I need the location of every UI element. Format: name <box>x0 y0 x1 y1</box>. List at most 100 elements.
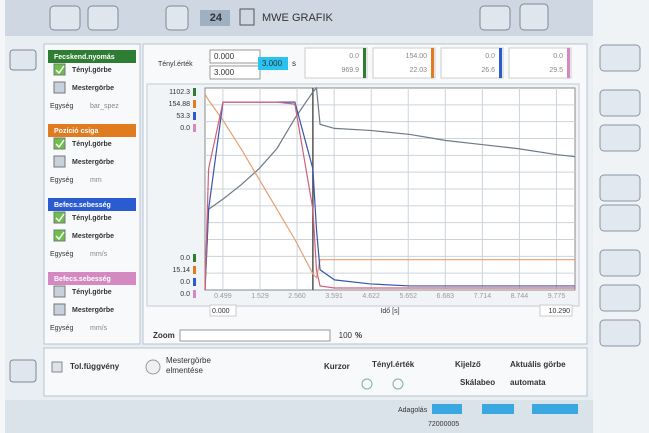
color-marker <box>193 88 196 96</box>
current-value: 0.0 <box>180 125 190 132</box>
x-tick-label: 4.622 <box>362 293 380 300</box>
checkbox-label: Tényl.görbe <box>72 215 112 222</box>
cursor-label: Kurzor <box>324 362 350 371</box>
zoom-value: 100 <box>339 331 353 340</box>
x-tick-label: 2.560 <box>288 293 306 300</box>
x-tick-label: 7.714 <box>474 293 492 300</box>
button[interactable] <box>166 6 188 30</box>
group-title: Befecs.sebesség <box>54 276 111 283</box>
side-button[interactable] <box>600 45 640 71</box>
unit-label: Egység <box>50 177 73 184</box>
button[interactable] <box>520 4 548 30</box>
save-label: Mestergörbe <box>166 356 211 365</box>
color-marker <box>193 254 196 262</box>
side-button[interactable] <box>600 250 640 276</box>
unit-value: mm <box>90 177 102 184</box>
cursor-unit: s <box>292 59 296 68</box>
checkbox-label: Tényl.görbe <box>72 67 112 74</box>
unit-value: bar_spez <box>90 103 119 110</box>
current-value: 53.3 <box>176 113 190 120</box>
checkbox-label: Tényl.görbe <box>72 141 112 148</box>
color-marker <box>193 290 196 298</box>
screen: 24 MWE GRAFIK Fecskend.nyomás Tényl.görbe… <box>0 0 649 433</box>
side-button[interactable] <box>600 285 640 311</box>
status-code: 72000005 <box>428 421 459 428</box>
display-value[interactable]: Aktuális görbe <box>510 360 566 369</box>
side-button[interactable] <box>600 90 640 116</box>
side-button[interactable] <box>600 205 640 231</box>
status-field <box>482 404 514 414</box>
readout-value: 0.0 <box>553 53 563 60</box>
current-value: 1102.3 <box>169 89 190 96</box>
tol-label: Tol.függvény <box>70 362 120 371</box>
button[interactable] <box>10 50 36 70</box>
save-label: elmentése <box>166 366 203 375</box>
button[interactable] <box>480 6 510 30</box>
current-value: 15.14 <box>172 267 190 274</box>
button[interactable] <box>50 6 80 30</box>
status-field <box>432 404 462 414</box>
checkbox[interactable] <box>52 362 62 372</box>
readout-value: 969.9 <box>341 67 359 74</box>
current-value: 0.0 <box>180 291 190 298</box>
readout-value: 154.00 <box>406 53 428 60</box>
x-tick-label: 3.591 <box>325 293 343 300</box>
unit-label: Egység <box>50 325 73 332</box>
x-tick-label: 0.499 <box>214 293 232 300</box>
x-tick-label: 1.529 <box>251 293 269 300</box>
group-title: Befecs.sebesség <box>54 202 111 209</box>
checkbox[interactable] <box>54 156 65 167</box>
checkbox[interactable] <box>54 304 65 315</box>
button[interactable] <box>88 6 118 30</box>
bottom-panel <box>44 348 587 396</box>
readout-value: 26.6 <box>481 67 495 74</box>
color-marker <box>193 100 196 108</box>
checkbox[interactable] <box>54 286 65 297</box>
readout-value: 22.03 <box>409 67 427 74</box>
unit-value: mm/s <box>90 325 108 332</box>
color-marker <box>193 278 196 286</box>
screen-number: 24 <box>210 12 223 24</box>
save-button[interactable] <box>146 360 160 374</box>
scale-value[interactable]: automata <box>510 378 546 387</box>
x-tick-label: 8.744 <box>511 293 529 300</box>
status-label: Adagolás <box>398 407 428 414</box>
x-tick-label: 9.775 <box>548 293 566 300</box>
status-field <box>532 404 578 414</box>
zoom-unit: % <box>355 331 362 340</box>
checkbox-label: Tényl.görbe <box>72 289 112 296</box>
x-min-label: 0.000 <box>212 308 230 315</box>
start-time: 0.000 <box>214 52 235 61</box>
cursor-time: 3.000 <box>262 59 283 68</box>
readout-value: 0.0 <box>485 53 495 60</box>
color-marker <box>193 112 196 120</box>
readout-value: 0.0 <box>349 53 359 60</box>
side-button[interactable] <box>600 125 640 151</box>
checkbox[interactable] <box>54 82 65 93</box>
checkbox-label: Mestergörbe <box>72 233 114 240</box>
scale-label: Skálabeo <box>460 378 495 387</box>
cursor-value[interactable]: Tényl.érték <box>372 360 415 369</box>
zoom-slider[interactable] <box>180 330 330 341</box>
group-title: Fecskend.nyomás <box>54 54 115 61</box>
side-button[interactable] <box>600 175 640 201</box>
readout-label: Tényl.érték <box>158 61 193 68</box>
side-button[interactable] <box>600 320 640 346</box>
x-tick-label: 5.652 <box>399 293 417 300</box>
color-bar <box>499 48 502 78</box>
unit-label: Egység <box>50 251 73 258</box>
screen-title: MWE GRAFIK <box>262 12 334 24</box>
color-bar <box>363 48 366 78</box>
current-value: 154.88 <box>169 101 191 108</box>
readout-value: 29.5 <box>549 67 563 74</box>
checkbox-label: Mestergörbe <box>72 85 114 92</box>
x-max-label: 10.290 <box>549 308 571 315</box>
unit-label: Egység <box>50 103 73 110</box>
current-value: 0.0 <box>180 279 190 286</box>
display-label: Kijelző <box>455 360 481 369</box>
button[interactable] <box>10 360 36 382</box>
end-time: 3.000 <box>214 68 235 77</box>
checkbox-label: Mestergörbe <box>72 307 114 314</box>
color-marker <box>193 266 196 274</box>
checkbox-label: Mestergörbe <box>72 159 114 166</box>
